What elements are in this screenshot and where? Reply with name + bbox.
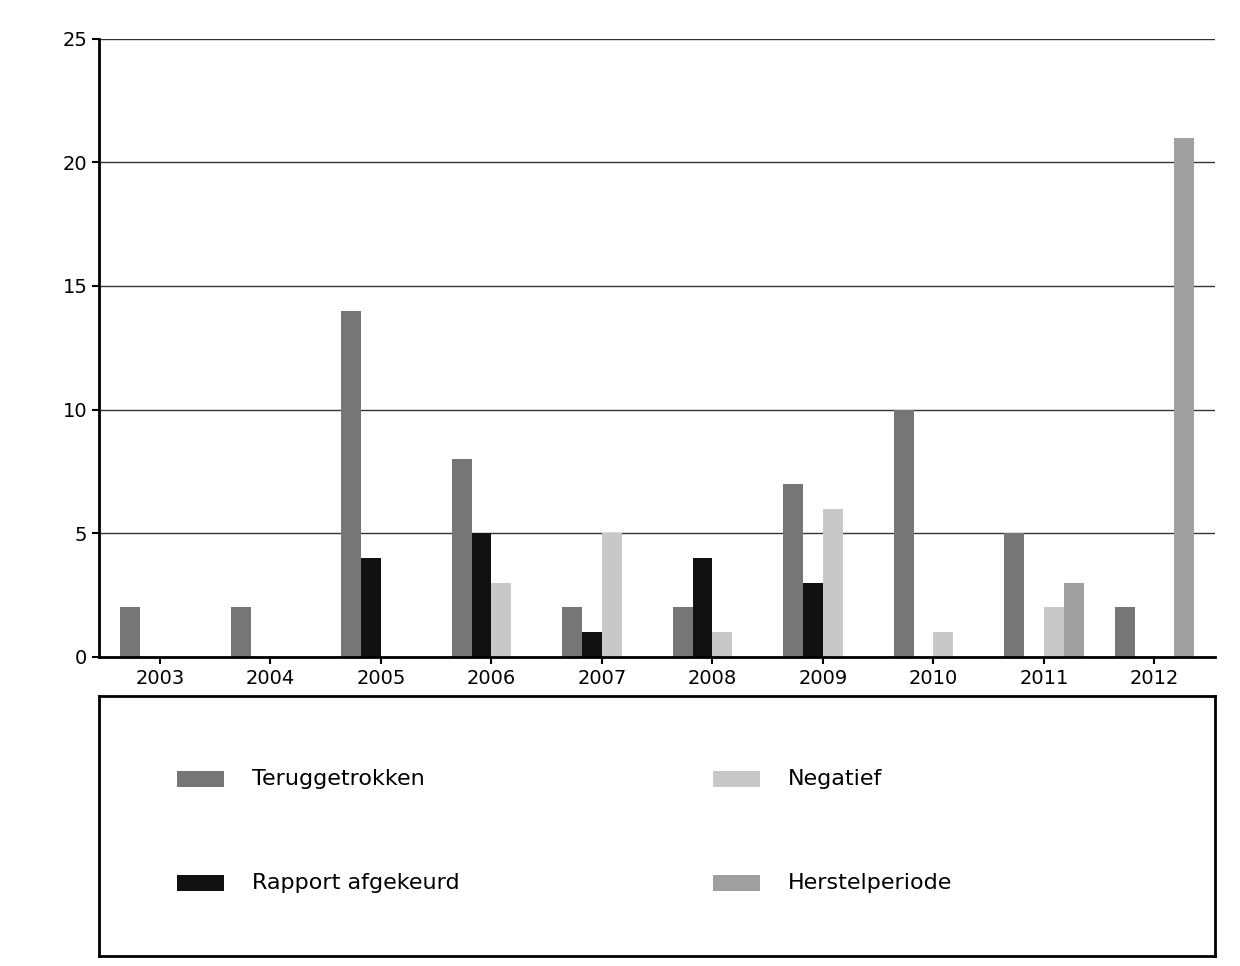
Bar: [1004, 533, 1024, 657]
Bar: [451, 459, 471, 657]
Bar: [1115, 608, 1135, 657]
Text: Rapport afgekeurd: Rapport afgekeurd: [252, 873, 460, 894]
Bar: [471, 533, 491, 657]
Bar: [582, 632, 601, 657]
Bar: [672, 608, 693, 657]
Text: Herstelperiode: Herstelperiode: [787, 873, 952, 894]
Bar: [231, 608, 250, 657]
Bar: [120, 608, 140, 657]
Bar: [1174, 137, 1194, 657]
Text: Negatief: Negatief: [787, 769, 882, 789]
Bar: [562, 608, 582, 657]
Bar: [804, 582, 823, 657]
FancyBboxPatch shape: [177, 771, 224, 786]
FancyBboxPatch shape: [713, 771, 760, 786]
Bar: [601, 533, 621, 657]
FancyBboxPatch shape: [177, 875, 224, 891]
Bar: [784, 484, 804, 657]
Bar: [693, 558, 713, 657]
Bar: [491, 582, 511, 657]
Bar: [713, 632, 733, 657]
Bar: [341, 311, 361, 657]
FancyBboxPatch shape: [713, 875, 760, 891]
Text: Teruggetrokken: Teruggetrokken: [252, 769, 425, 789]
Bar: [823, 508, 843, 657]
Bar: [934, 632, 954, 657]
Bar: [361, 558, 381, 657]
Bar: [1064, 582, 1084, 657]
Bar: [1044, 608, 1064, 657]
Bar: [894, 410, 914, 657]
